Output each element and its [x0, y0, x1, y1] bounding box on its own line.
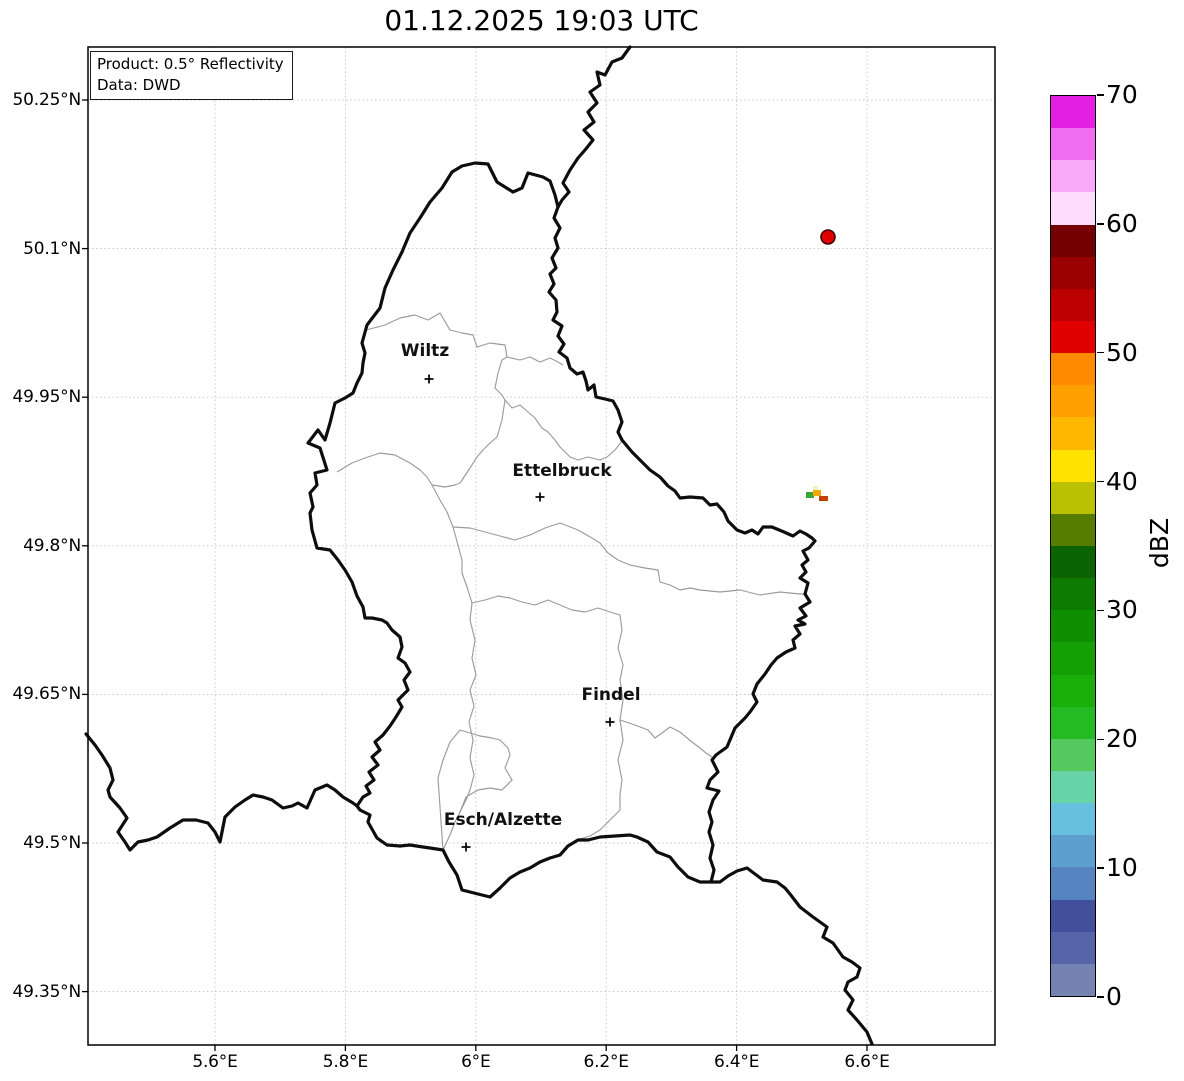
canton-border-grevenmacher — [619, 719, 713, 758]
colorbar-tick-mark — [1097, 480, 1104, 483]
border-belgium-france — [84, 732, 359, 852]
lat-tick-label: 50.1°N — [23, 238, 81, 259]
data-source-line: Data: DWD — [97, 76, 181, 94]
plot-frame — [87, 46, 996, 1046]
colorbar-segment — [1051, 706, 1095, 739]
colorbar-tick-mark — [1097, 94, 1104, 96]
product-info-box: Product: 0.5° Reflectivity Data: DWD — [90, 51, 293, 100]
colorbar-tick-mark — [1097, 996, 1104, 998]
colorbar-tick-mark — [1097, 352, 1104, 354]
colorbar-segment — [1051, 417, 1095, 450]
lat-tick-label: 49.5°N — [23, 833, 81, 853]
colorbar-segment — [1051, 481, 1095, 514]
lat-tick-label: 49.95°N — [12, 387, 82, 408]
lon-tick-label: 6.4°E — [713, 1052, 760, 1072]
colorbar-tick-label: 0 — [1106, 982, 1122, 1011]
colorbar-segment — [1051, 256, 1095, 289]
gridlines — [88, 47, 995, 1045]
lat-tick-label: 49.65°N — [12, 684, 82, 705]
colorbar-segment — [1051, 770, 1095, 804]
colorbar-segment — [1051, 288, 1095, 321]
lat-tick-label: 49.8°N — [23, 535, 81, 556]
city-label: Esch/Alzette — [444, 810, 562, 830]
border-france-germany-moselle — [709, 866, 874, 1046]
colorbar — [1050, 95, 1096, 997]
radar-echo-pixel — [819, 496, 828, 501]
colorbar-segment — [1051, 128, 1095, 161]
colorbar-tick-mark — [1097, 609, 1104, 612]
border-luxembourg — [306, 161, 817, 899]
colorbar-segment — [1051, 96, 1095, 129]
lon-tick-label: 6°E — [461, 1052, 491, 1072]
colorbar-segment — [1051, 449, 1095, 482]
colorbar-segment — [1051, 545, 1095, 579]
radar-echo-pixel — [806, 492, 814, 498]
colorbar-tick-label: 50 — [1106, 337, 1138, 367]
colorbar-segment — [1051, 160, 1095, 193]
canton-border-wiltz-east — [431, 399, 506, 488]
radar-echoes — [806, 229, 836, 501]
colorbar-tick-label: 40 — [1106, 466, 1138, 496]
colorbar-segment — [1051, 835, 1095, 868]
colorbar-unit-label: dBZ — [1145, 517, 1174, 569]
colorbar-segment — [1051, 867, 1095, 900]
colorbar-tick-label: 60 — [1106, 208, 1138, 238]
canton-border-wiltz-south — [336, 452, 454, 528]
colorbar-segment — [1051, 353, 1095, 386]
colorbar-segment — [1051, 224, 1095, 257]
colorbar-segment — [1051, 674, 1095, 707]
colorbar-segment — [1051, 610, 1095, 643]
colorbar-segment — [1051, 642, 1095, 675]
colorbar-tick-label: 20 — [1106, 724, 1138, 754]
city-label: Findel — [581, 685, 640, 705]
colorbar-tick-label: 70 — [1106, 80, 1138, 109]
radar-echo-pixel — [813, 486, 818, 490]
figure-title: 01.12.2025 19:03 UTC — [384, 4, 699, 37]
colorbar-segment — [1051, 578, 1095, 611]
colorbar-segment — [1051, 320, 1095, 354]
lat-tick-label: 50.25°N — [12, 90, 82, 110]
colorbar-segment — [1051, 899, 1095, 932]
colorbar-segment — [1051, 513, 1095, 546]
city-label: Wiltz — [401, 341, 450, 361]
colorbar-segment — [1051, 803, 1095, 836]
storm-cell-dot — [820, 229, 836, 245]
city-labels: Wiltz Ettelbruck Findel Esch/Alzette — [401, 341, 641, 852]
radar-echo-pixel — [813, 490, 821, 496]
colorbar-tick-mark — [1097, 738, 1104, 740]
canton-border-central — [452, 522, 805, 596]
lon-tick-label: 6.6°E — [844, 1052, 890, 1072]
lon-tick-label: 5.8°E — [322, 1052, 369, 1072]
lat-tick-label: 49.35°N — [12, 981, 82, 1002]
colorbar-tick-mark — [1097, 867, 1104, 869]
canton-border-north — [365, 312, 623, 461]
colorbar-tick-mark — [1097, 223, 1104, 225]
country-borders — [84, 45, 874, 1046]
city-label: Ettelbruck — [512, 461, 612, 481]
map: Wiltz Ettelbruck Findel Esch/Alzette — [82, 45, 996, 1051]
colorbar-segment — [1051, 738, 1095, 771]
border-belgium-germany — [556, 45, 632, 209]
colorbar-tick-label: 30 — [1106, 595, 1138, 625]
colorbar-segment — [1051, 963, 1095, 996]
colorbar-segment — [1051, 385, 1095, 418]
axis-tick-marks — [82, 99, 868, 1051]
product-info-line: Product: 0.5° Reflectivity — [97, 55, 284, 73]
lon-tick-label: 5.6°E — [192, 1052, 238, 1072]
lon-tick-label: 6.2°E — [583, 1052, 629, 1072]
canton-border-esch — [437, 729, 513, 851]
colorbar-segment — [1051, 192, 1095, 225]
canton-border-luxembourg-city — [471, 595, 624, 840]
canton-border-west-vertical — [442, 526, 477, 851]
canton-borders — [336, 312, 805, 851]
canton-border-vianden — [506, 356, 564, 366]
colorbar-tick-label: 10 — [1106, 853, 1138, 883]
colorbar-segment — [1051, 931, 1095, 964]
